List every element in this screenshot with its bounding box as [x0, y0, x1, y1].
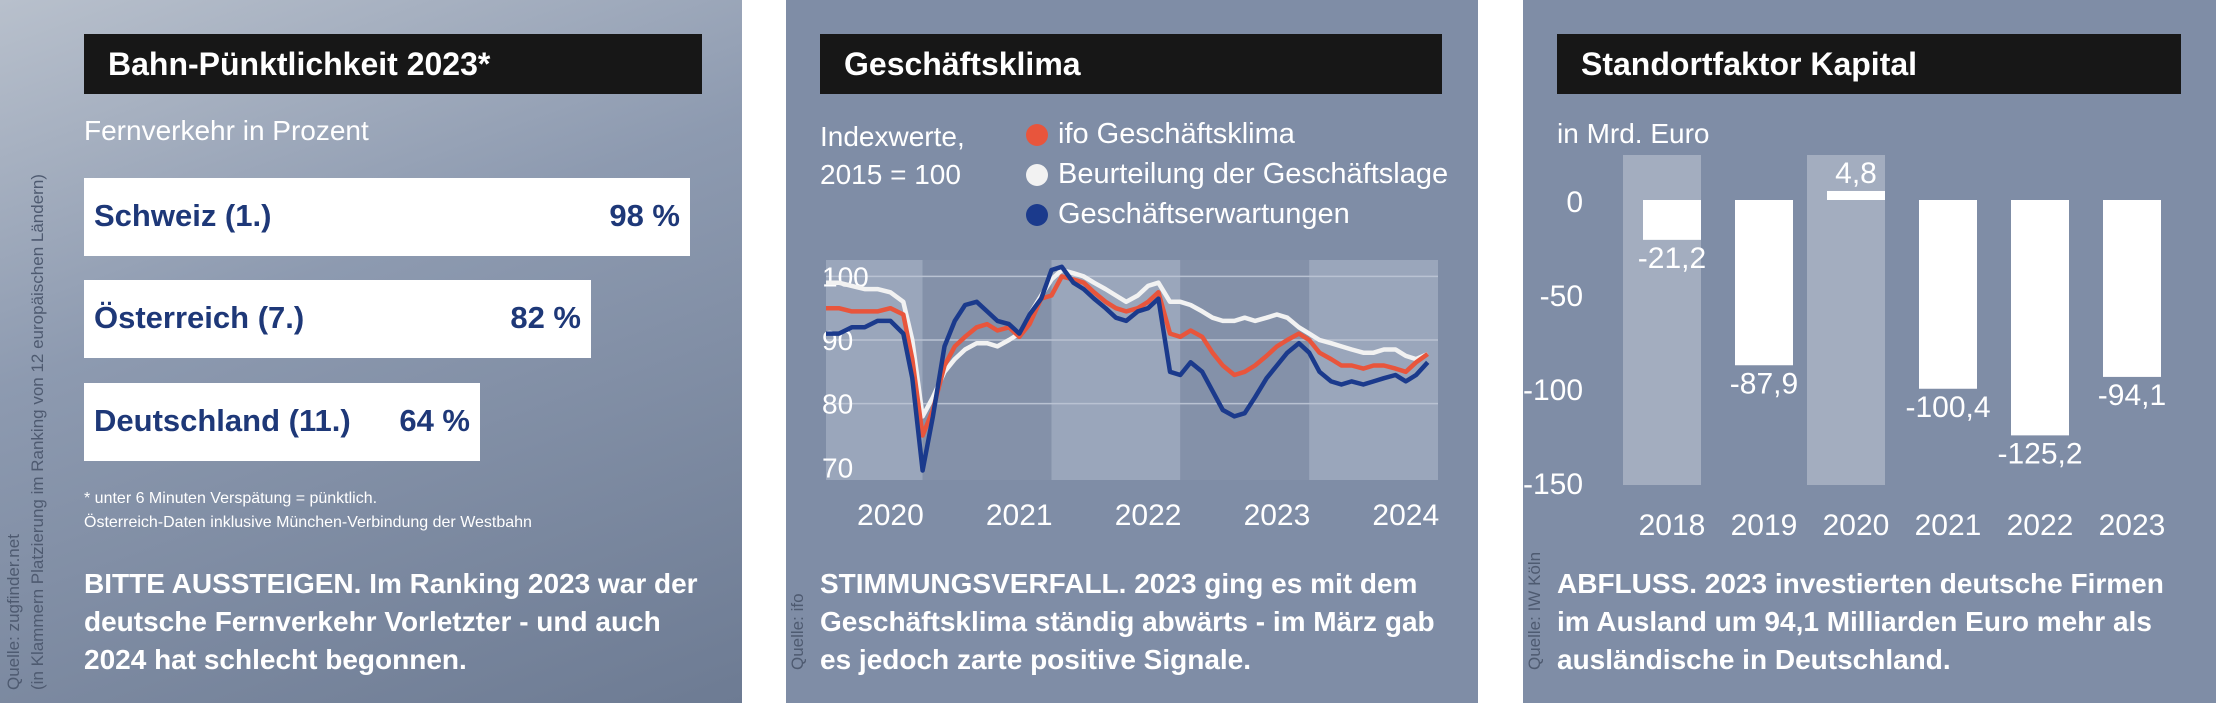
legend-label: Geschäftserwartungen [1058, 198, 1350, 230]
panel-caption: ABFLUSS. 2023 investierten deutsche Firm… [1557, 568, 2164, 675]
source-zugfinder: Quelle: zugfinder.net [4, 534, 24, 690]
legend-item: Geschäftserwartungen [1026, 198, 1350, 231]
legend-swatch [1026, 164, 1048, 187]
data-label: -100,4 [1905, 391, 1990, 424]
x-tick-label: 2022 [2007, 509, 2074, 542]
legend-swatch [1026, 124, 1048, 147]
panel-subtitle: Fernverkehr in Prozent [84, 115, 369, 146]
x-tick-label: 2019 [1731, 509, 1798, 542]
x-tick-label: 2020 [857, 499, 924, 532]
y-tick-label: -50 [1540, 280, 1583, 313]
unit-label: in Mrd. Euro [1557, 118, 1710, 149]
source-text: Quelle: ifo [788, 593, 807, 670]
data-label: -87,9 [1730, 367, 1798, 400]
hbar: Deutschland (11.) 64 % [84, 383, 480, 461]
y-tick-label: 70 [822, 452, 853, 483]
legend-swatch [1026, 204, 1048, 227]
hbar-value: 82 % [510, 300, 581, 335]
footnote-1: * unter 6 Minuten Verspätung = pünktlich… [84, 490, 378, 507]
source-note: (in Klammern Platzierung im Ranking von … [28, 174, 48, 690]
x-tick-label: 2023 [1244, 499, 1311, 532]
panel-caption: BITTE AUSSTEIGEN. Im Ranking 2023 war de… [84, 568, 698, 675]
panel-title: Standortfaktor Kapital [1557, 34, 2181, 94]
legend-label: ifo Geschäftsklima [1058, 118, 1295, 150]
source-ifo: Quelle: ifo [788, 593, 808, 670]
bar [1735, 200, 1793, 366]
y-tick-label: 0 [1566, 186, 1583, 219]
bar [2103, 200, 2161, 377]
data-label: -125,2 [1997, 437, 2082, 470]
x-tick-label: 2018 [1639, 509, 1706, 542]
panel-puenktlichkeit: Quelle: zugfinder.net (in Klammern Platz… [0, 0, 742, 703]
source-iw: Quelle: IW Köln [1525, 552, 1545, 670]
panel-geschaeftsklima: Quelle: ifo Geschäftsklima Indexwerte, 2… [786, 0, 1478, 703]
hbar-label: Österreich (7.) [94, 300, 305, 335]
x-tick-label: 2020 [1823, 509, 1890, 542]
x-tick-label: 2024 [1372, 499, 1439, 532]
bar-chart: 0 -50 -100 -150 -21,2 2018 -87,9 2019 4,8 2020 -10… [1523, 155, 2166, 542]
bar [1827, 190, 1885, 200]
data-label: -94,1 [2098, 379, 2166, 412]
legend-item: ifo Geschäftsklima [1026, 118, 1295, 151]
source-text: Quelle: IW Köln [1525, 551, 1544, 670]
panel-caption: STIMMUNGSVERFALL. 2023 ging es mit dem G… [820, 568, 1435, 675]
y-unit-line-1: Indexwerte, [820, 121, 965, 152]
x-tick-label: 2023 [2099, 509, 2166, 542]
x-tick-label: 2021 [986, 499, 1053, 532]
legend-item: Beurteilung der Geschäftslage [1026, 158, 1448, 191]
year-band [826, 260, 923, 480]
bar [1919, 200, 1977, 389]
bar [2011, 200, 2069, 436]
hbar-label: Schweiz (1.) [94, 198, 272, 233]
series-line [826, 264, 1430, 473]
source-note-text: (in Klammern Platzierung im Ranking von … [28, 174, 47, 690]
data-label: 4,8 [1835, 157, 1877, 190]
hbar-value: 98 % [609, 198, 680, 233]
hbar-label: Deutschland (11.) [94, 403, 351, 438]
footnote-2: Österreich-Daten inklusive München-Verbi… [84, 514, 532, 531]
hbar: Schweiz (1.) 98 % [84, 178, 690, 256]
hbar: Österreich (7.) 82 % [84, 280, 591, 358]
bar [1643, 200, 1701, 240]
y-tick-label: 80 [822, 389, 853, 420]
y-unit-label: Indexwerte, 2015 = 100 [820, 118, 965, 194]
y-unit-line-2: 2015 = 100 [820, 159, 961, 190]
y-tick-label: -100 [1523, 374, 1583, 407]
data-label: -21,2 [1638, 242, 1706, 275]
legend-label: Beurteilung der Geschäftslage [1058, 158, 1449, 190]
source-text: Quelle: zugfinder.net [4, 534, 23, 690]
y-tick-label: -150 [1523, 468, 1583, 501]
panel-title: Bahn-Pünktlichkeit 2023* [84, 34, 702, 94]
column-band [1807, 155, 1885, 485]
year-band [1309, 260, 1438, 480]
x-tick-label: 2021 [1915, 509, 1982, 542]
x-tick-label: 2022 [1115, 499, 1182, 532]
hbar-value: 64 % [399, 403, 470, 438]
panel-title: Geschäftsklima [820, 34, 1442, 94]
panel-kapital: Quelle: IW Köln Standortfaktor Kapital i… [1523, 0, 2216, 703]
